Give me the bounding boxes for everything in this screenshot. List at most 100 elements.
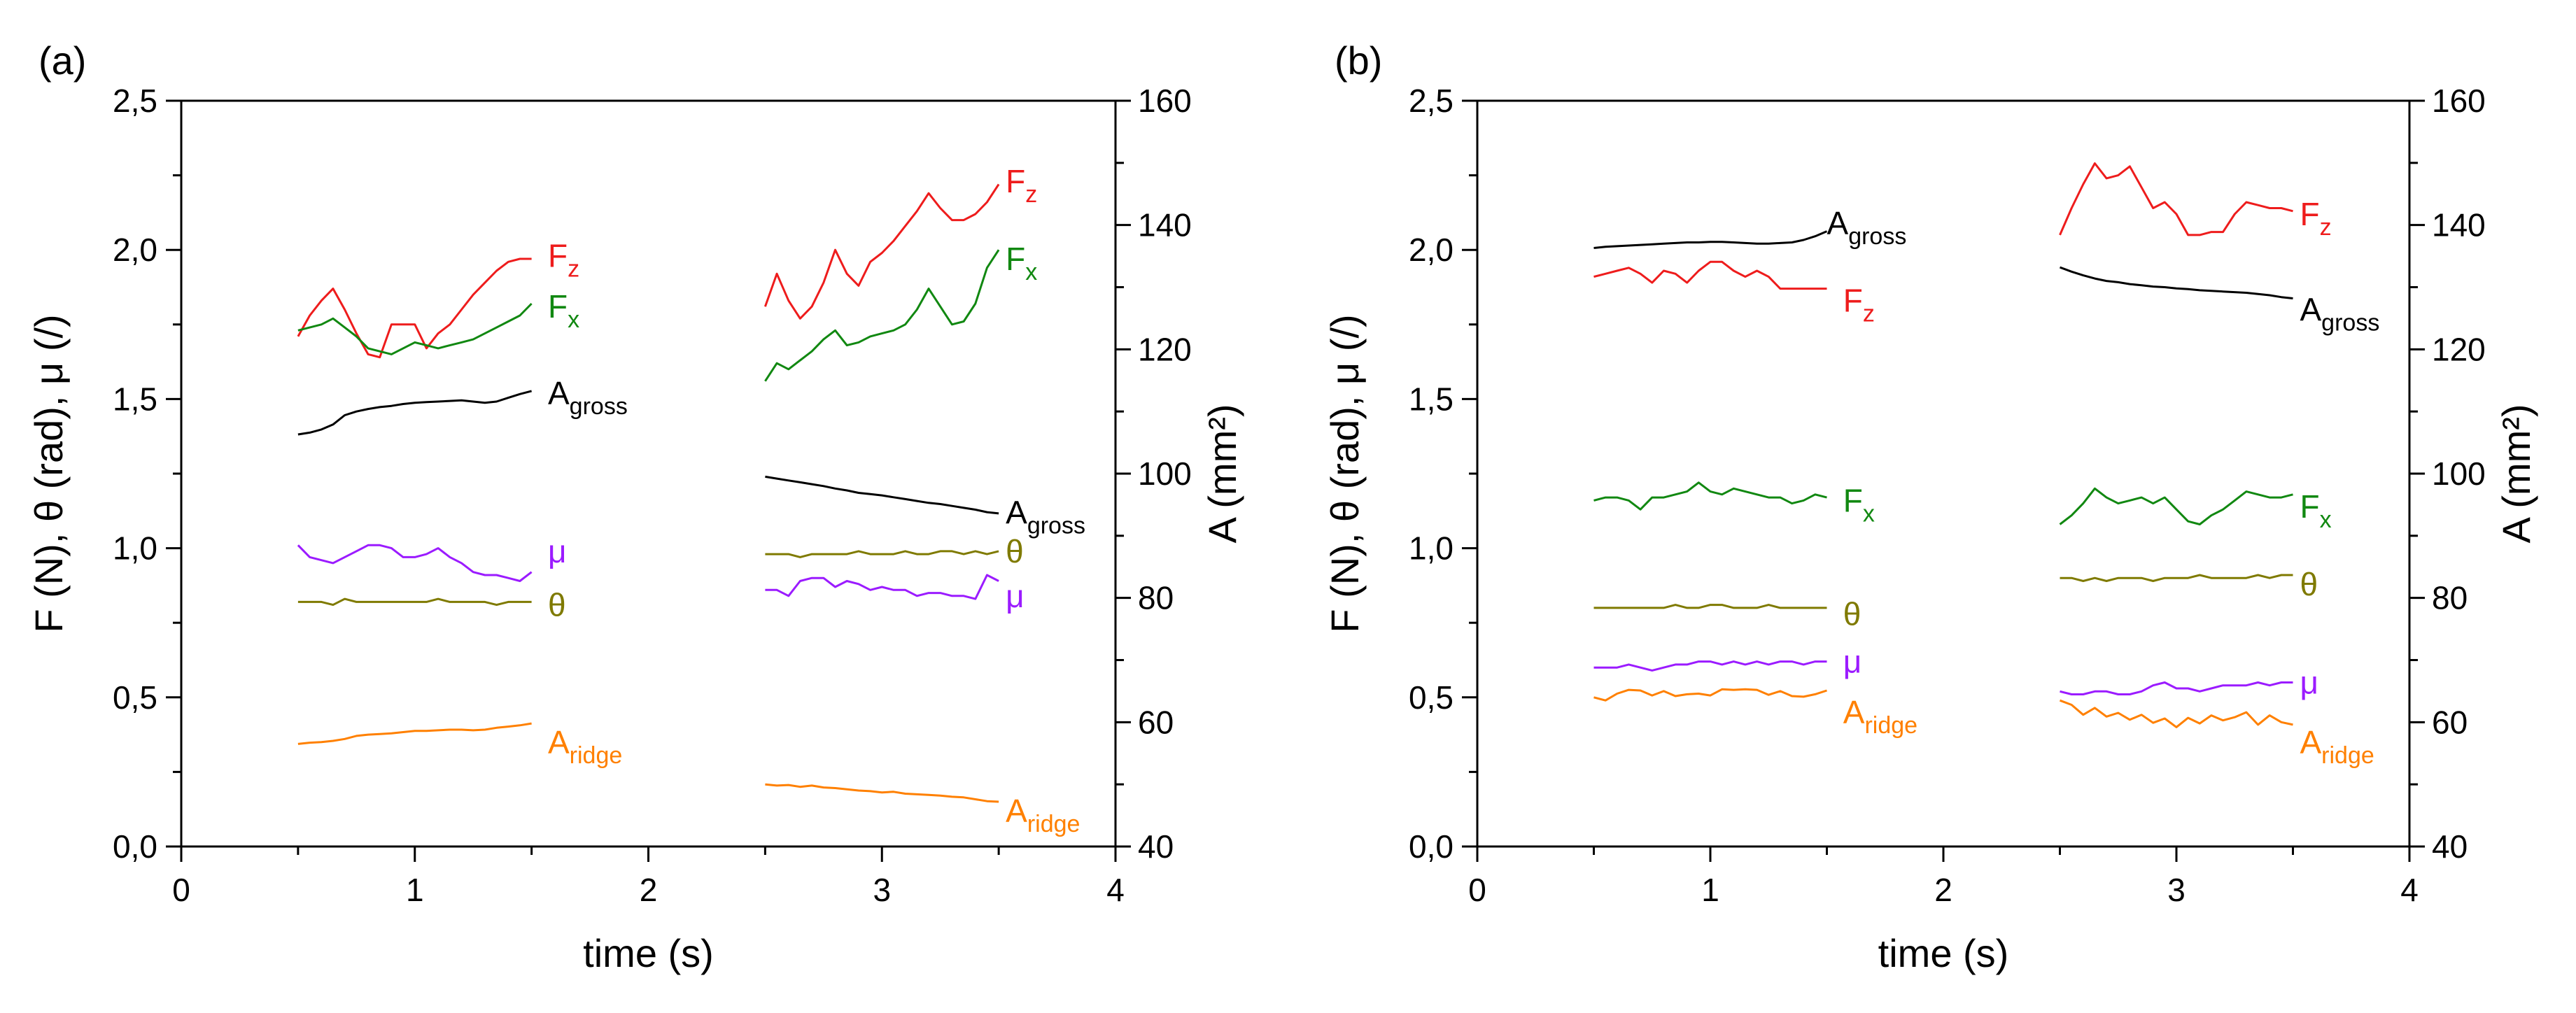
series-line-mu-2 <box>765 574 999 600</box>
y-tick-label: 1,5 <box>113 381 157 417</box>
series-label-subscript: z <box>568 256 579 283</box>
series-line-Fz-2 <box>763 183 1000 320</box>
panel-label: (b) <box>1335 38 1382 83</box>
series-label-subscript: gross <box>1848 223 1906 250</box>
series-label-mu: μ <box>548 533 567 569</box>
series-line-theta-2 <box>2060 574 2293 582</box>
x-tick-label: 1 <box>406 872 424 908</box>
series-label-main: μ <box>1006 578 1025 614</box>
series-label-Aridge: Aridge <box>1843 694 1917 739</box>
series-line-Fx-1 <box>1593 481 1827 511</box>
y2-tick-label: 100 <box>1138 455 1192 492</box>
series-line-Aridge-1 <box>1593 688 1827 702</box>
y-tick-label: 2,0 <box>1409 232 1454 268</box>
series-label-theta: θ <box>1006 533 1024 569</box>
y-tick-label: 1,0 <box>113 530 157 567</box>
series-label-main: μ <box>548 533 567 569</box>
chart-panel-a: (a) 0 1 2 3 4 0,0 0,5 1,0 1,5 2,0 2,5 40 60 80 100 120 14… <box>27 38 1244 975</box>
chart-panel-b: (b) 0 1 2 3 4 0,0 0,5 1,0 1,5 2,0 2,5 40 60 80 100 120 14… <box>1323 38 2538 975</box>
series-label-main: A <box>548 375 570 411</box>
series-line-Agross-2 <box>2059 266 2293 299</box>
series-label-main: A <box>1006 494 1027 530</box>
y2-tick-label: 40 <box>1138 828 1174 865</box>
series-label-subscript: x <box>568 306 579 333</box>
series-label-main: A <box>2300 724 2321 760</box>
plot-frame <box>180 99 1117 848</box>
series-line-Fz-1 <box>1593 260 1827 290</box>
y-tick-label: 2,5 <box>1409 83 1454 119</box>
series-line-Fx-2 <box>764 249 1000 382</box>
x-axis-title: time (s) <box>583 931 714 975</box>
x-tick-label: 1 <box>1701 872 1719 908</box>
series-label-mu: μ <box>1843 644 1862 680</box>
series-label-Fz: Fz <box>1006 163 1037 208</box>
series-label-Aridge: Aridge <box>2300 724 2374 769</box>
x-tick-label: 2 <box>1934 872 1952 908</box>
series-label-main: θ <box>2300 566 2318 602</box>
series-label-main: F <box>1843 482 1863 518</box>
series-label-main: μ <box>2300 664 2318 700</box>
y-tick-label: 2,5 <box>113 83 157 119</box>
y-axis-title: F (N), θ (rad), μ (/) <box>1323 314 1367 632</box>
series-label-subscript: gross <box>570 393 628 420</box>
series-label-main: F <box>2300 196 2319 232</box>
series-line-theta-2 <box>765 550 999 558</box>
series-line-Agross-1 <box>297 390 532 436</box>
y-tick-label: 0,5 <box>1409 679 1454 716</box>
series-label-Agross: Agross <box>1827 205 1907 250</box>
y-axis-title: F (N), θ (rad), μ (/) <box>27 314 71 632</box>
series-label-subscript: z <box>1863 301 1875 327</box>
series-label-subscript: gross <box>1027 512 1085 539</box>
series-label-subscript: ridge <box>1027 811 1081 837</box>
series-label-Agross: Agross <box>2300 291 2379 336</box>
series-line-Aridge-2 <box>765 783 999 803</box>
series-label-Fx: Fx <box>548 288 579 333</box>
x-tick-label: 3 <box>873 872 891 908</box>
y2-tick-label: 140 <box>1138 207 1192 243</box>
x-tick-label: 0 <box>172 872 190 908</box>
series-line-Fz-2 <box>2059 162 2293 236</box>
series-label-main: F <box>548 238 568 274</box>
series-label-main: A <box>1006 793 1027 829</box>
series-line-Agross-1 <box>1593 230 1828 249</box>
y2-tick-label: 80 <box>2432 580 2468 616</box>
series-line-theta-1 <box>297 597 532 607</box>
series-line-Aridge-1 <box>297 722 532 745</box>
y2-axis-title: A (mm²) <box>2494 404 2538 543</box>
series-label-subscript: ridge <box>1864 712 1917 739</box>
series-label-subscript: x <box>1863 500 1875 527</box>
series-label-main: θ <box>1006 533 1024 569</box>
y2-tick-label: 120 <box>1138 331 1192 367</box>
series-line-Agross-2 <box>765 475 999 515</box>
series-label-main: A <box>1827 205 1849 241</box>
series-line-Fx-1 <box>297 302 533 355</box>
series-label-Fz: Fz <box>1843 283 1875 327</box>
series-label-main: F <box>1006 241 1025 277</box>
series-label-theta: θ <box>548 587 566 623</box>
series-label-Fx: Fx <box>1006 241 1037 285</box>
series-label-subscript: gross <box>2321 309 2379 336</box>
series-label-Fx: Fx <box>1843 482 1875 527</box>
series-label-Fz: Fz <box>548 238 579 283</box>
series-label-main: F <box>548 288 568 325</box>
y2-tick-label: 160 <box>2432 83 2486 119</box>
y2-tick-label: 100 <box>2432 455 2486 492</box>
series-line-Fz-1 <box>297 257 532 359</box>
series-label-main: μ <box>1843 644 1862 680</box>
y2-tick-label: 60 <box>1138 704 1174 740</box>
y2-axis-title: A (mm²) <box>1200 404 1244 543</box>
y2-tick-label: 120 <box>2432 331 2486 367</box>
series-line-mu-1 <box>1593 660 1827 672</box>
series-label-Fz: Fz <box>2300 196 2331 241</box>
y2-tick-label: 160 <box>1138 83 1192 119</box>
y-tick-label: 1,0 <box>1409 530 1454 567</box>
series-label-Fx: Fx <box>2300 488 2331 533</box>
y2-tick-label: 60 <box>2432 704 2468 740</box>
series-label-Agross: Agross <box>1006 494 1085 539</box>
plot-frame <box>1476 99 2411 848</box>
series-label-subscript: ridge <box>570 742 623 769</box>
y2-tick-label: 80 <box>1138 580 1174 616</box>
series-line-mu-1 <box>297 544 533 582</box>
y-tick-label: 0,0 <box>1409 828 1454 865</box>
